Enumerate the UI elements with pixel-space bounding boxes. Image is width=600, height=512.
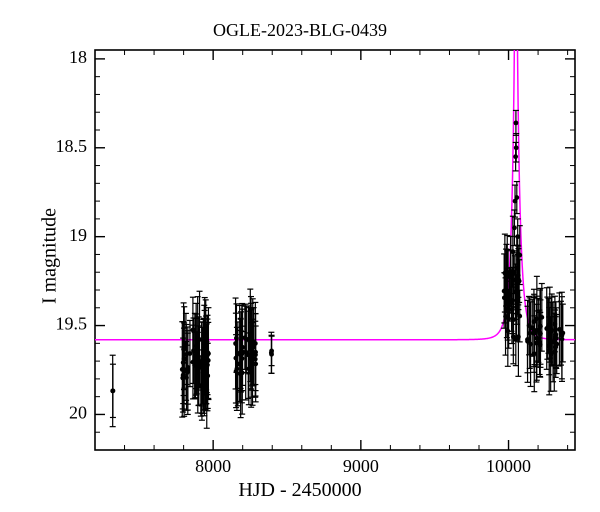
svg-text:19.5: 19.5 [56, 314, 88, 334]
svg-text:10000: 10000 [486, 456, 531, 476]
svg-text:18: 18 [69, 47, 87, 67]
chart-svg: 8000 9000 10000 18 18.5 19 19.5 20 [0, 0, 600, 512]
svg-text:18.5: 18.5 [56, 136, 88, 156]
svg-text:19: 19 [69, 225, 87, 245]
svg-text:9000: 9000 [343, 456, 379, 476]
svg-text:20: 20 [69, 403, 87, 423]
lightcurve-chart: OGLE-2023-BLG-0439 I magnitude HJD - 245… [0, 0, 600, 512]
svg-text:8000: 8000 [195, 456, 231, 476]
